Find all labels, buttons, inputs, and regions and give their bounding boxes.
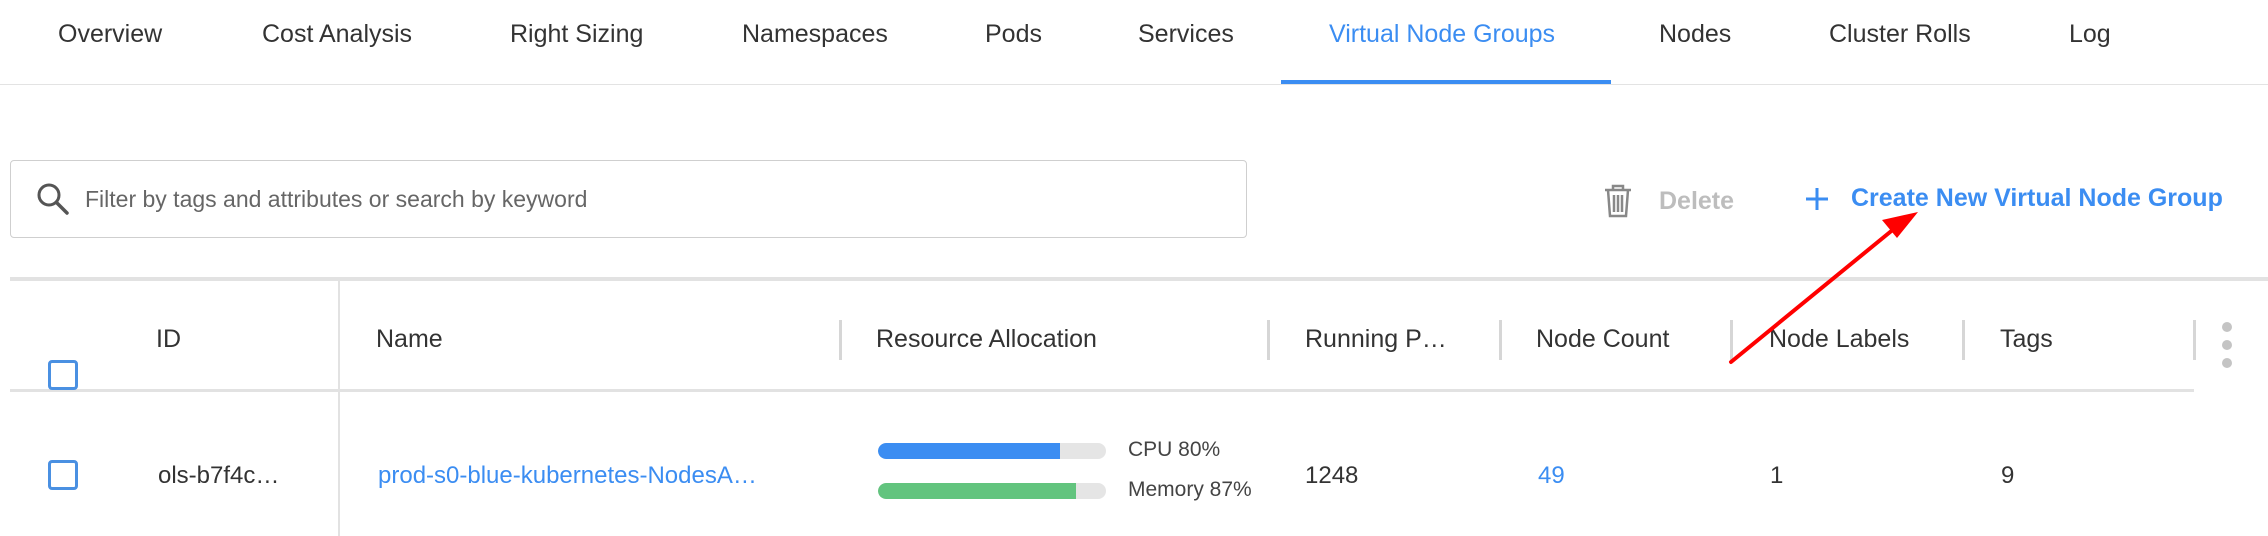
memory-usage-bar xyxy=(878,483,1106,499)
column-resize-handle[interactable] xyxy=(2193,320,2196,360)
column-header-resource-allocation[interactable]: Resource Allocation xyxy=(876,325,1097,353)
column-header-id[interactable]: ID xyxy=(156,325,181,353)
tab-log[interactable]: Log xyxy=(2069,20,2111,48)
tab-nodes[interactable]: Nodes xyxy=(1659,20,1732,48)
search-box[interactable] xyxy=(10,160,1247,238)
row-tags: 9 xyxy=(2001,462,2015,489)
search-icon xyxy=(37,183,69,215)
tab-services[interactable]: Services xyxy=(1138,20,1234,48)
tab-namespaces[interactable]: Namespaces xyxy=(742,20,888,48)
column-header-running-pods[interactable]: Running P… xyxy=(1305,325,1447,353)
tab-cost-analysis[interactable]: Cost Analysis xyxy=(262,20,413,48)
row-node-labels: 1 xyxy=(1770,462,1784,489)
memory-usage-fill xyxy=(878,483,1077,499)
column-resize-handle[interactable] xyxy=(1499,320,1502,360)
row-checkbox[interactable] xyxy=(48,460,78,490)
memory-usage-label: Memory 87% xyxy=(1128,478,1252,501)
tab-virtual-node-groups[interactable]: Virtual Node Groups xyxy=(1329,20,1556,48)
cpu-usage-bar xyxy=(878,443,1106,459)
row-node-count-link[interactable]: 49 xyxy=(1538,462,1565,489)
tab-pods[interactable]: Pods xyxy=(985,20,1042,48)
column-header-node-labels[interactable]: Node Labels xyxy=(1769,325,1910,353)
tab-cluster-rolls[interactable]: Cluster Rolls xyxy=(1829,20,1971,48)
column-resize-handle[interactable] xyxy=(1267,320,1270,360)
tab-bar: Overview Cost Analysis Right Sizing Name… xyxy=(0,0,2268,85)
select-all-checkbox[interactable] xyxy=(48,360,78,390)
column-header-tags[interactable]: Tags xyxy=(2000,325,2053,353)
create-label: Create New Virtual Node Group xyxy=(1851,184,2223,212)
frozen-column-divider xyxy=(338,281,340,536)
search-input[interactable] xyxy=(83,161,1187,238)
active-tab-indicator xyxy=(1281,80,1611,84)
column-resize-handle[interactable] xyxy=(1730,320,1733,360)
header-bottom-divider xyxy=(10,389,2194,392)
tab-overview[interactable]: Overview xyxy=(58,20,163,48)
table-top-divider xyxy=(10,277,2268,281)
delete-button[interactable]: Delete xyxy=(1603,184,1734,218)
row-id: ols-b7f4c… xyxy=(158,462,280,489)
plus-icon xyxy=(1806,187,1828,210)
row-running-pods: 1248 xyxy=(1305,462,1359,489)
row-name-link[interactable]: prod-s0-blue-kubernetes-NodesA… xyxy=(378,462,757,489)
column-header-node-count[interactable]: Node Count xyxy=(1536,325,1670,353)
trash-icon xyxy=(1605,184,1631,218)
column-header-name[interactable]: Name xyxy=(376,325,443,353)
column-resize-handle[interactable] xyxy=(839,320,842,360)
cpu-usage-label: CPU 80% xyxy=(1128,438,1221,461)
cpu-usage-fill xyxy=(878,443,1061,459)
tab-right-sizing[interactable]: Right Sizing xyxy=(510,20,644,48)
delete-label: Delete xyxy=(1659,186,1735,215)
column-resize-handle[interactable] xyxy=(1962,320,1965,360)
create-virtual-node-group-button[interactable]: Create New Virtual Node Group xyxy=(1805,184,2223,213)
kebab-menu-icon[interactable] xyxy=(2218,320,2236,370)
